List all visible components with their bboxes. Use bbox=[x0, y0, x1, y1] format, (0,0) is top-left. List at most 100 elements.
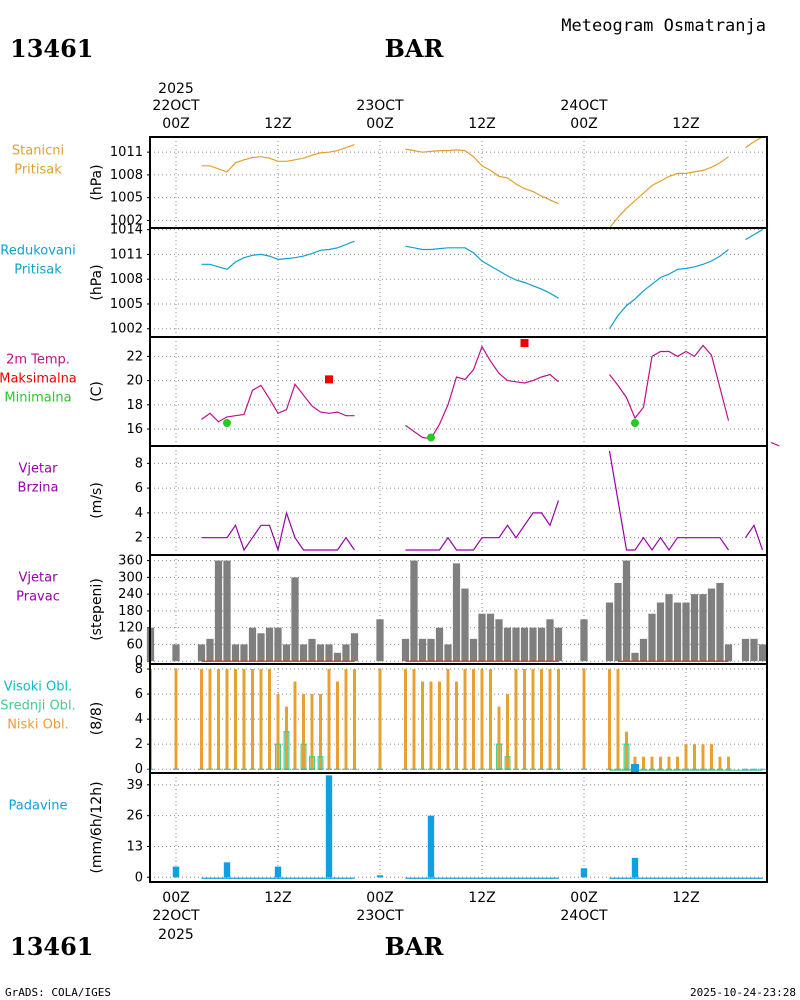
ylabel: (stepeni) bbox=[89, 578, 105, 641]
precip-bar bbox=[376, 875, 384, 878]
ylabel: (C) bbox=[89, 381, 105, 402]
ytick-label: 22 bbox=[126, 349, 143, 364]
direction-bar bbox=[172, 644, 180, 662]
direction-bar bbox=[665, 594, 673, 662]
low-cloud-bar bbox=[582, 669, 586, 770]
panel-label: 2m Temp. bbox=[6, 353, 70, 368]
low-cloud-bar bbox=[659, 756, 662, 770]
ytick-label: 1008 bbox=[110, 168, 143, 183]
ytick-label: 60 bbox=[126, 637, 143, 652]
top-time-label: 00Z bbox=[162, 116, 189, 132]
low-cloud-bar bbox=[412, 669, 416, 770]
low-cloud-bar bbox=[429, 681, 433, 770]
ylabel: (8/8) bbox=[89, 702, 105, 735]
low-cloud-bar bbox=[234, 669, 237, 770]
precip-bar bbox=[427, 815, 435, 878]
low-cloud-bar bbox=[642, 756, 645, 770]
direction-bar bbox=[605, 602, 614, 662]
bottom-time-label: 12Z bbox=[468, 890, 495, 906]
direction-bar bbox=[741, 638, 750, 662]
ytick-label: 0 bbox=[135, 870, 143, 885]
precip-bar bbox=[325, 775, 333, 878]
direction-bar bbox=[435, 627, 444, 662]
tmin-marker bbox=[631, 418, 639, 427]
ytick-label: 1011 bbox=[110, 247, 143, 262]
ytick-label: 0 bbox=[135, 762, 143, 777]
direction-bar bbox=[614, 582, 622, 662]
series-line bbox=[609, 156, 729, 229]
low-cloud-bar bbox=[276, 694, 280, 770]
bottom-time-label: 00Z bbox=[366, 890, 393, 906]
ytick-label: 39 bbox=[126, 778, 143, 793]
precip-bar bbox=[580, 868, 588, 878]
ytick-label: 240 bbox=[118, 587, 143, 602]
direction-bar bbox=[282, 644, 291, 662]
ytick-label: 1002 bbox=[110, 322, 143, 337]
panel-label: Pritisak bbox=[14, 163, 62, 178]
panel-label: Maksimalna bbox=[0, 372, 77, 387]
series-line bbox=[405, 148, 559, 205]
low-cloud-bar bbox=[242, 669, 246, 770]
series-line bbox=[201, 382, 355, 423]
low-cloud-bar bbox=[268, 669, 271, 770]
panel-label: Pravac bbox=[16, 590, 60, 605]
direction-bar bbox=[299, 644, 308, 662]
panel-label: Brzina bbox=[18, 481, 59, 496]
series-line bbox=[405, 345, 559, 440]
low-cloud-bar bbox=[285, 706, 288, 770]
direction-bar bbox=[248, 627, 257, 662]
precip-bar-top bbox=[631, 764, 639, 773]
precip-bar bbox=[172, 866, 180, 878]
panel-label: Redukovani bbox=[0, 244, 75, 259]
panel-frame bbox=[149, 445, 768, 556]
direction-bar bbox=[410, 560, 418, 662]
top-time-label: 12Z bbox=[468, 116, 495, 132]
direction-bar bbox=[257, 633, 265, 662]
ytick-label: 6 bbox=[135, 687, 143, 702]
low-cloud-bar bbox=[319, 694, 322, 770]
low-cloud-bar bbox=[251, 669, 254, 770]
series-line bbox=[608, 450, 729, 552]
direction-bar bbox=[316, 644, 325, 662]
direction-bar bbox=[342, 644, 350, 662]
ytick-label: 1011 bbox=[110, 145, 143, 160]
low-cloud-bar bbox=[727, 756, 730, 770]
direction-bar bbox=[554, 627, 563, 662]
direction-bar bbox=[240, 644, 248, 662]
ytick-label: 0 bbox=[135, 654, 143, 669]
low-cloud-bar bbox=[557, 669, 560, 770]
low-cloud-bar bbox=[353, 669, 356, 770]
series-line bbox=[770, 441, 780, 447]
low-cloud-bar bbox=[548, 669, 552, 770]
low-cloud-bar bbox=[506, 694, 509, 770]
direction-bar bbox=[682, 602, 690, 662]
panel-wind_speed: 2 4 6 8 (m/s) Vjetar Brzina bbox=[18, 445, 768, 556]
panel-label: Minimalna bbox=[4, 391, 71, 406]
low-cloud-bar bbox=[302, 694, 305, 770]
direction-bar bbox=[648, 613, 656, 662]
panel-label: Niski Obl. bbox=[7, 718, 69, 733]
tmax-marker bbox=[520, 339, 529, 348]
low-cloud-bar bbox=[225, 669, 229, 770]
direction-bar bbox=[214, 560, 223, 662]
low-cloud-bar bbox=[446, 669, 450, 770]
direction-bar bbox=[478, 613, 486, 662]
low-cloud-bar bbox=[718, 756, 722, 770]
gridlines bbox=[150, 137, 767, 228]
gridlines bbox=[150, 446, 767, 555]
low-cloud-bar bbox=[310, 694, 314, 770]
low-cloud-bar bbox=[463, 669, 467, 770]
low-cloud-bar bbox=[259, 669, 263, 770]
footer-station-name: BAR bbox=[385, 932, 445, 961]
direction-bar bbox=[231, 644, 240, 662]
bottom-date-label: 23OCT bbox=[356, 908, 404, 924]
low-cloud-bar bbox=[514, 669, 518, 770]
series-line bbox=[201, 510, 355, 553]
ytick-label: 8 bbox=[135, 662, 143, 677]
ylabel: (m/s) bbox=[89, 482, 105, 519]
direction-bar bbox=[265, 627, 274, 662]
series bbox=[201, 339, 780, 447]
low-cloud-bar bbox=[489, 669, 492, 770]
ytick-label: 180 bbox=[118, 604, 143, 619]
